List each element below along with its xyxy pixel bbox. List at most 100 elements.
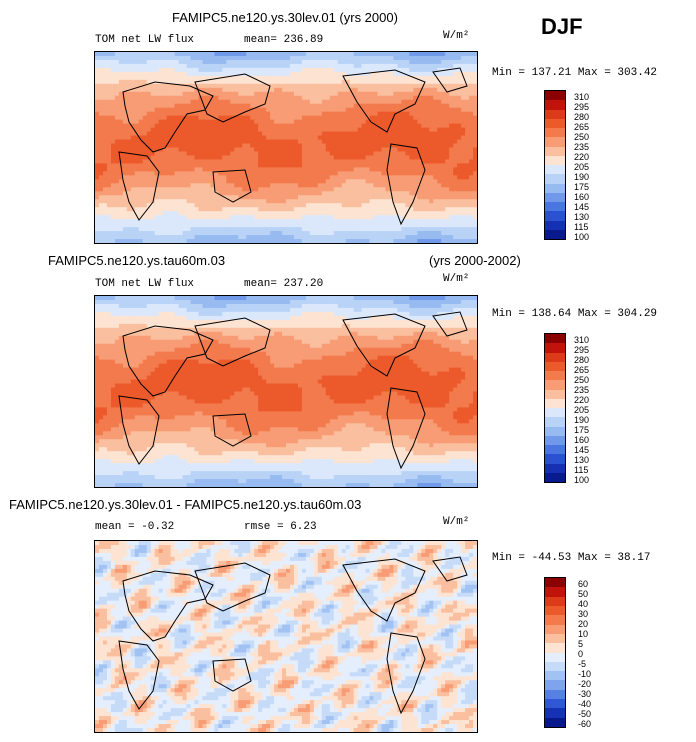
- field-cell: [329, 71, 335, 77]
- field-cell: [130, 135, 136, 141]
- field-cell: [146, 59, 152, 65]
- field-cell: [250, 227, 255, 232]
- field-cell: [234, 55, 239, 61]
- field-cell: [262, 219, 267, 224]
- field-cell: [437, 52, 442, 57]
- field-cell: [429, 63, 434, 69]
- field-cell: [106, 143, 112, 149]
- field-cell: [453, 175, 458, 180]
- field-cell: [333, 171, 339, 176]
- field-cell: [381, 183, 387, 188]
- field-cell: [425, 79, 430, 85]
- field-cell: [110, 67, 116, 73]
- field-cell: [449, 207, 454, 212]
- cb1-label: 310: [574, 92, 590, 102]
- field-cell: [150, 71, 156, 77]
- field-cell: [289, 55, 295, 61]
- field-cell: [286, 111, 291, 117]
- field-cell: [449, 171, 454, 176]
- field-cell: [198, 127, 204, 133]
- field-cell: [433, 139, 438, 145]
- field-cell: [449, 191, 454, 196]
- field-cell: [182, 123, 188, 129]
- field-cell: [433, 147, 438, 153]
- field-cell: [293, 67, 299, 73]
- field-cell: [397, 191, 402, 196]
- field-cell: [409, 115, 414, 121]
- field-cell: [461, 123, 466, 129]
- field-cell: [102, 95, 108, 101]
- field-cell: [182, 75, 188, 81]
- field-cell: [278, 296, 283, 301]
- field-cell: [461, 95, 466, 101]
- field-cell: [381, 175, 387, 180]
- field-cell: [461, 171, 466, 176]
- field-cell: [166, 91, 172, 97]
- field-cell: [182, 147, 188, 153]
- field-cell: [174, 203, 180, 208]
- field-cell: [166, 63, 172, 69]
- field-cell: [266, 183, 271, 188]
- field-cell: [469, 296, 474, 301]
- field-cell: [301, 223, 307, 228]
- field-cell: [437, 147, 442, 153]
- field-cell: [114, 63, 120, 69]
- field-cell: [95, 79, 100, 85]
- field-cell: [218, 239, 223, 243]
- field-cell: [457, 215, 462, 220]
- field-cell: [222, 71, 227, 77]
- field-cell: [122, 143, 128, 149]
- field-cell: [333, 179, 339, 184]
- field-cell: [190, 296, 196, 301]
- colorbar-bin: [545, 220, 565, 230]
- field-cell: [365, 59, 371, 65]
- field-cell: [154, 52, 160, 57]
- field-cell: [441, 303, 446, 309]
- field-cell: [405, 55, 410, 61]
- field-cell: [278, 75, 283, 81]
- field-cell: [122, 151, 128, 157]
- field-cell: [309, 127, 315, 133]
- field-cell: [162, 55, 168, 61]
- field-cell: [182, 307, 188, 313]
- field-cell: [210, 183, 215, 188]
- field-cell: [286, 231, 291, 236]
- field-cell: [170, 147, 176, 153]
- field-cell: [293, 175, 299, 180]
- field-cell: [222, 131, 227, 137]
- field-cell: [118, 107, 124, 113]
- field-cell: [357, 171, 363, 176]
- field-cell: [222, 207, 227, 212]
- field-cell: [329, 231, 335, 236]
- field-cell: [218, 211, 223, 216]
- field-cell: [142, 87, 148, 93]
- field-cell: [106, 59, 112, 65]
- field-cell: [361, 163, 367, 168]
- field-cell: [234, 215, 239, 220]
- field-cell: [405, 191, 410, 196]
- field-cell: [126, 111, 132, 117]
- field-cell: [130, 159, 136, 165]
- field-cell: [437, 135, 442, 141]
- field-cell: [154, 131, 160, 137]
- field-cell: [226, 203, 231, 208]
- field-cell: [174, 119, 180, 125]
- field-cell: [357, 195, 363, 200]
- field-cell: [421, 63, 426, 69]
- field-cell: [365, 147, 371, 153]
- field-cell: [258, 163, 263, 168]
- field-cell: [186, 307, 192, 313]
- field-cell: [405, 143, 410, 149]
- field-cell: [258, 179, 263, 184]
- field-cell: [118, 111, 124, 117]
- field-cell: [130, 79, 136, 85]
- field-cell: [461, 107, 466, 113]
- field-cell: [449, 163, 454, 168]
- field-cell: [202, 171, 208, 176]
- field-cell: [413, 119, 418, 125]
- field-cell: [230, 195, 235, 200]
- field-cell: [202, 211, 208, 216]
- field-cell: [178, 235, 184, 240]
- field-cell: [433, 159, 438, 165]
- field-cell: [445, 299, 450, 305]
